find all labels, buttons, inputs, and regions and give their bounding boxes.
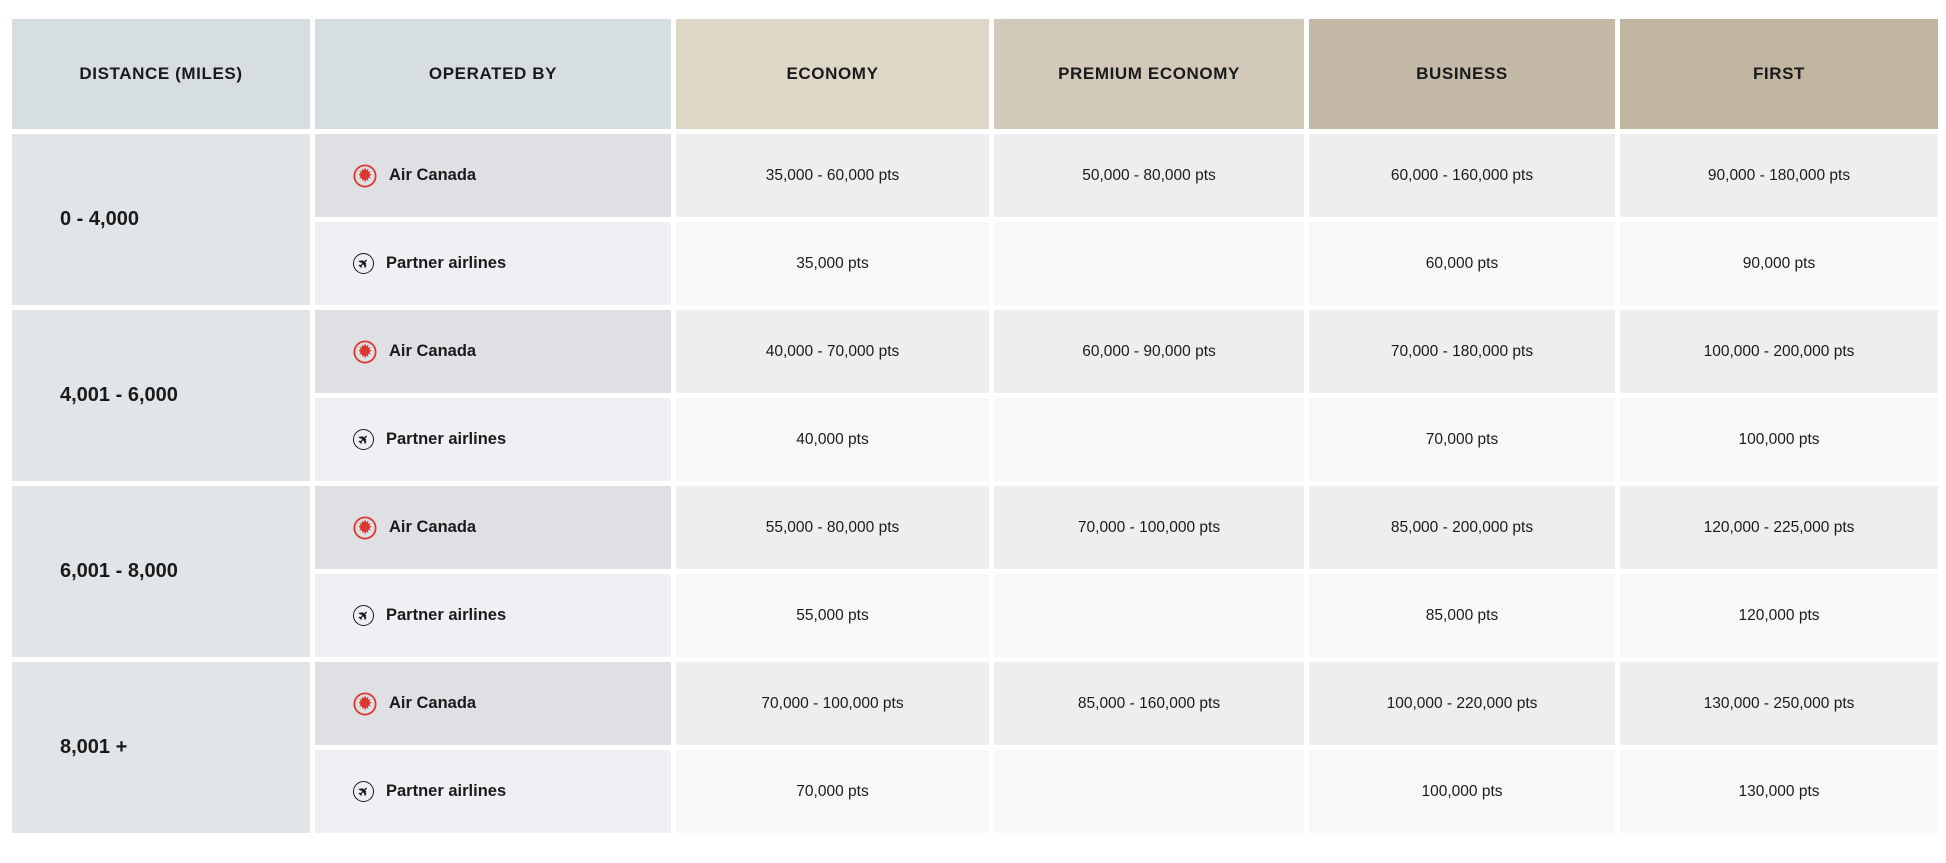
air-canada-maple-leaf-icon [353,339,377,364]
points-cell-first: 100,000 pts [1620,398,1938,481]
operator-cell-air-canada: Air Canada [315,134,671,217]
column-header-economy: ECONOMY [676,19,989,129]
points-cell-economy: 35,000 pts [676,222,989,305]
points-cell-economy: 40,000 - 70,000 pts [676,310,989,393]
operator-cell-air-canada: Air Canada [315,486,671,569]
partner-airplane-icon: ✈ [353,429,374,450]
points-cell-premium-economy: 85,000 - 160,000 pts [994,662,1304,745]
points-cell-business: 85,000 pts [1309,574,1615,657]
points-cell-economy: 70,000 pts [676,750,989,833]
operator-label: Air Canada [389,518,477,536]
air-canada-maple-leaf-icon [353,691,377,716]
column-header-operated-by: OPERATED BY [315,19,671,129]
operator-label: Partner airlines [386,254,507,272]
points-cell-first: 120,000 pts [1620,574,1938,657]
operator-cell-air-canada: Air Canada [315,310,671,393]
award-points-table: DISTANCE (MILES) OPERATED BY ECONOMY PRE… [12,19,1938,833]
points-cell-business: 70,000 pts [1309,398,1615,481]
distance-band-label: 4,001 - 6,000 [12,310,310,481]
operator-cell-partner: ✈ Partner airlines [315,574,671,657]
points-cell-first: 90,000 - 180,000 pts [1620,134,1938,217]
operator-label: Air Canada [389,694,477,712]
air-canada-maple-leaf-icon [353,163,377,188]
points-cell-economy: 55,000 - 80,000 pts [676,486,989,569]
points-cell-premium-economy [994,750,1304,833]
points-cell-first: 130,000 pts [1620,750,1938,833]
points-cell-premium-economy: 60,000 - 90,000 pts [994,310,1304,393]
operator-label: Air Canada [389,342,477,360]
operator-label: Air Canada [389,166,477,184]
operator-cell-air-canada: Air Canada [315,662,671,745]
points-cell-first: 100,000 - 200,000 pts [1620,310,1938,393]
points-cell-premium-economy [994,398,1304,481]
points-cell-economy: 70,000 - 100,000 pts [676,662,989,745]
points-cell-business: 60,000 - 160,000 pts [1309,134,1615,217]
points-cell-economy: 55,000 pts [676,574,989,657]
points-cell-business: 100,000 pts [1309,750,1615,833]
operator-cell-partner: ✈ Partner airlines [315,222,671,305]
operator-cell-partner: ✈ Partner airlines [315,750,671,833]
partner-airplane-icon: ✈ [353,781,374,802]
column-header-business: BUSINESS [1309,19,1615,129]
points-cell-premium-economy: 70,000 - 100,000 pts [994,486,1304,569]
column-header-premium-economy: PREMIUM ECONOMY [994,19,1304,129]
column-header-distance: DISTANCE (MILES) [12,19,310,129]
distance-band-label: 8,001 + [12,662,310,833]
operator-label: Partner airlines [386,430,507,448]
points-cell-business: 100,000 - 220,000 pts [1309,662,1615,745]
points-cell-first: 130,000 - 250,000 pts [1620,662,1938,745]
partner-airplane-icon: ✈ [353,253,374,274]
distance-band-label: 6,001 - 8,000 [12,486,310,657]
operator-cell-partner: ✈ Partner airlines [315,398,671,481]
air-canada-maple-leaf-icon [353,515,377,540]
partner-airplane-icon: ✈ [353,605,374,626]
points-cell-business: 70,000 - 180,000 pts [1309,310,1615,393]
column-header-first: FIRST [1620,19,1938,129]
operator-label: Partner airlines [386,782,507,800]
distance-band-label: 0 - 4,000 [12,134,310,305]
points-cell-business: 60,000 pts [1309,222,1615,305]
points-cell-first: 90,000 pts [1620,222,1938,305]
points-cell-premium-economy: 50,000 - 80,000 pts [994,134,1304,217]
points-cell-economy: 40,000 pts [676,398,989,481]
points-cell-premium-economy [994,222,1304,305]
points-cell-premium-economy [994,574,1304,657]
points-cell-first: 120,000 - 225,000 pts [1620,486,1938,569]
points-cell-economy: 35,000 - 60,000 pts [676,134,989,217]
points-cell-business: 85,000 - 200,000 pts [1309,486,1615,569]
operator-label: Partner airlines [386,606,507,624]
